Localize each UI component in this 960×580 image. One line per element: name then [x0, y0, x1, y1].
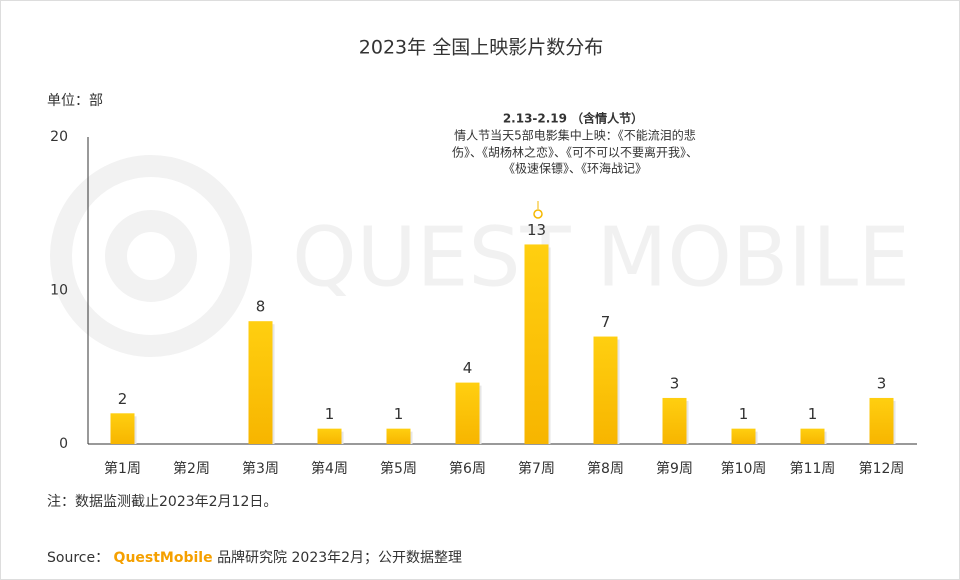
x-tick-label: 第4周	[311, 460, 348, 477]
x-tick-label: 第3周	[242, 460, 279, 477]
bar	[248, 321, 273, 444]
bar	[110, 413, 135, 444]
x-tick-label: 第7周	[518, 460, 555, 477]
annotation-line: 伤》、《胡杨林之恋》、《可不可以不要离开我》、	[452, 145, 698, 160]
annotation-title: 2.13-2.19 （含情人节）	[503, 111, 643, 126]
x-tick-label: 第2周	[173, 460, 210, 477]
bar	[317, 428, 342, 444]
x-tick-label: 第1周	[104, 460, 141, 477]
note: 注：数据监测截止2023年2月12日。	[47, 494, 278, 510]
data-label: 8	[256, 298, 266, 316]
x-tick-label: 第8周	[587, 460, 624, 477]
annotation-line: 《极速保镖》、《环海战记》	[503, 161, 647, 176]
bar	[800, 428, 825, 444]
data-label: 7	[601, 313, 611, 331]
x-tick-label: 第10周	[721, 460, 767, 477]
watermark: QUEST MOBILE	[292, 210, 910, 305]
data-label: 1	[325, 405, 335, 423]
x-tick-label: 第6周	[449, 460, 486, 477]
bar	[386, 428, 411, 444]
chart: QUEST MOBILE 2023年 全国上映影片数分布 单位：部 2.13-2…	[47, 37, 917, 477]
data-label: 3	[877, 374, 887, 392]
bar	[731, 428, 756, 444]
y-tick-label: 0	[59, 436, 68, 452]
x-tick-label: 第11周	[790, 460, 836, 477]
source: Source： QuestMobile 品牌研究院 2023年2月；公开数据整理	[47, 547, 462, 567]
bar	[869, 397, 894, 444]
annotation-line: 情人节当天5部电影集中上映：《不能流泪的悲	[454, 128, 696, 143]
bar	[524, 244, 549, 444]
data-label: 1	[394, 405, 404, 423]
source-brand: QuestMobile	[113, 550, 213, 566]
chart-title: 2023年 全国上映影片数分布	[359, 37, 603, 59]
data-label: 1	[808, 405, 818, 423]
bar	[455, 382, 480, 444]
data-label: 4	[463, 359, 473, 377]
bar	[662, 397, 687, 444]
data-label: 2	[118, 390, 128, 408]
data-label: 1	[739, 405, 749, 423]
data-label: 3	[670, 374, 680, 392]
watermark-logo	[50, 155, 252, 357]
y-tick-label: 20	[50, 129, 68, 145]
data-label: 13	[527, 221, 546, 239]
annotation-dot	[533, 209, 543, 219]
x-tick-label: 第12周	[859, 460, 905, 477]
y-tick-label: 10	[50, 283, 68, 299]
unit-label: 单位：部	[47, 93, 103, 109]
bar	[593, 336, 618, 444]
source-label: Source：	[47, 550, 110, 566]
x-tick-label: 第9周	[656, 460, 693, 477]
x-tick-label: 第5周	[380, 460, 417, 477]
source-text: 品牌研究院 2023年2月；公开数据整理	[217, 550, 463, 566]
